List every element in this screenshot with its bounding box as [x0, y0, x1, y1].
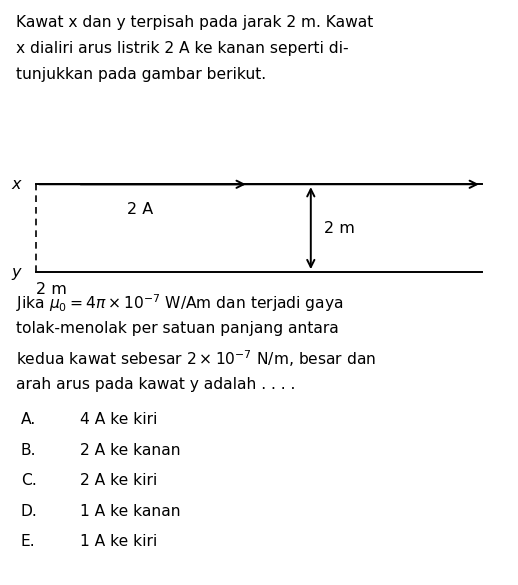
Text: tunjukkan pada gambar berikut.: tunjukkan pada gambar berikut. [16, 67, 266, 82]
Text: tolak-menolak per satuan panjang antara: tolak-menolak per satuan panjang antara [16, 321, 338, 336]
Text: arah arus pada kawat y adalah . . . .: arah arus pada kawat y adalah . . . . [16, 377, 295, 392]
Text: 2 A ke kanan: 2 A ke kanan [80, 443, 181, 458]
Text: 4 A ke kiri: 4 A ke kiri [80, 412, 157, 428]
Text: B.: B. [21, 443, 36, 458]
Text: kedua kawat sebesar $2 \times 10^{-7}$ N/m, besar dan: kedua kawat sebesar $2 \times 10^{-7}$ N… [16, 349, 376, 369]
Text: 2 A ke kiri: 2 A ke kiri [80, 473, 157, 488]
Text: D.: D. [21, 504, 37, 519]
Text: y: y [11, 264, 21, 280]
Text: 1 A ke kiri: 1 A ke kiri [80, 534, 157, 549]
Text: 2 m: 2 m [324, 221, 355, 236]
Text: 1 A ke kanan: 1 A ke kanan [80, 504, 181, 519]
Text: E.: E. [21, 534, 35, 549]
Text: C.: C. [21, 473, 36, 488]
Text: 2 m: 2 m [36, 282, 67, 297]
Text: Jika $\mu_0 = 4\pi \times 10^{-7}$ W/Am dan terjadi gaya: Jika $\mu_0 = 4\pi \times 10^{-7}$ W/Am … [16, 292, 343, 314]
Text: Kawat x dan y terpisah pada jarak 2 m. Kawat: Kawat x dan y terpisah pada jarak 2 m. K… [16, 15, 373, 30]
Text: x: x [11, 177, 21, 192]
Text: A.: A. [21, 412, 36, 428]
Text: x dialiri arus listrik 2 A ke kanan seperti di-: x dialiri arus listrik 2 A ke kanan sepe… [16, 41, 348, 56]
Text: 2 A: 2 A [127, 202, 153, 217]
